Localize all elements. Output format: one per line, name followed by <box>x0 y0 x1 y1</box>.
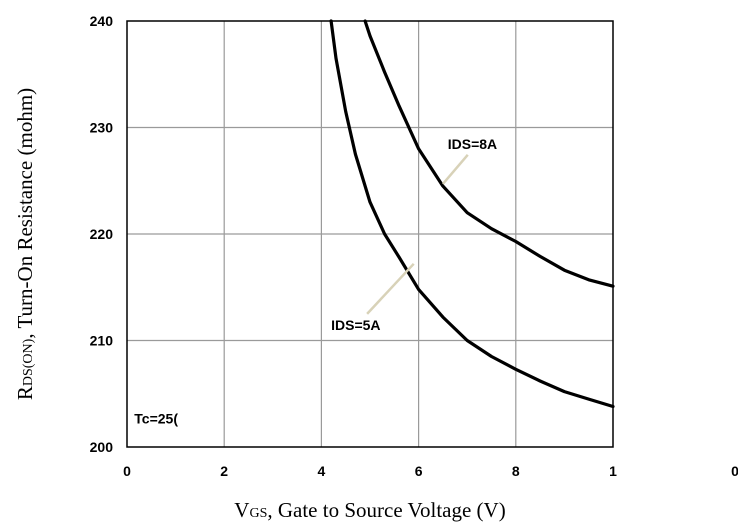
x-axis-title: VGS, Gate to Source Voltage (V) <box>234 498 505 522</box>
x-tick-label: 8 <box>512 463 520 479</box>
y-tick-label: 200 <box>90 439 114 455</box>
annotations: IDS=8A IDS=5A Tc=25( <box>134 136 497 427</box>
x-tick-label: 0 <box>123 463 131 479</box>
x-tick-label: 6 <box>415 463 423 479</box>
annotation-label: IDS=5A <box>331 317 380 333</box>
series-line <box>329 19 615 409</box>
y-tick-labels: 200 210 220 230 240 <box>90 13 114 455</box>
y-tick-label: 230 <box>90 120 114 136</box>
annotation-label: Tc=25( <box>134 411 178 427</box>
series-group <box>329 19 615 409</box>
x-tick-label: 4 <box>318 463 326 479</box>
grid-lines <box>127 21 613 447</box>
x-tick-label: 1 <box>609 463 617 479</box>
x-tick-label: 0 <box>731 463 738 479</box>
annotation-label: IDS=8A <box>448 136 497 152</box>
annotation-pointers <box>366 153 469 315</box>
y-tick-label: 220 <box>90 226 114 242</box>
series-line <box>363 19 615 288</box>
y-tick-label: 210 <box>90 333 114 349</box>
plot-frame <box>126 20 614 448</box>
annotation-pointer <box>366 262 415 315</box>
y-axis-title: RDS(ON), Turn-On Resistance (mohm) <box>13 88 37 400</box>
x-tick-label: 2 <box>220 463 228 479</box>
y-tick-label: 240 <box>90 13 114 29</box>
annotation-pointer <box>441 153 469 185</box>
